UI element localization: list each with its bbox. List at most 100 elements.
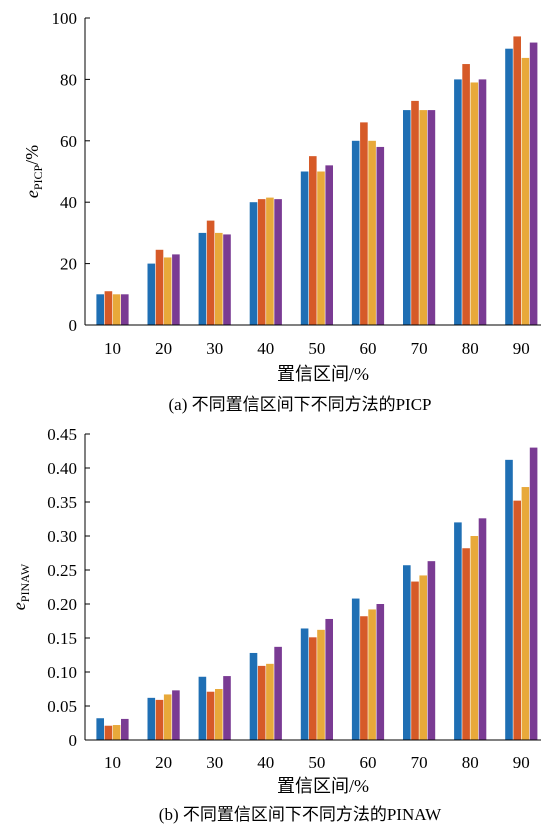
chart-a-y-ticks: 0 20 40 60 80 100: [52, 9, 90, 335]
chart-b: 0 0.05 0.10 0.15 0.20 0.25 0.30 0.35 0.40 0.45 10…: [9, 425, 541, 824]
bar: [325, 165, 333, 325]
bar: [427, 561, 436, 740]
bar: [478, 518, 487, 740]
bar: [215, 232, 223, 325]
x-tick-label: 50: [308, 753, 325, 772]
chart-b-y-axis-title-main: e: [9, 602, 29, 610]
bar: [317, 171, 325, 325]
chart-a-x-axis-title: 置信区间/%: [277, 364, 369, 384]
chart-b-y-axis-title: ePINAW: [9, 563, 32, 610]
x-tick-label: 40: [257, 339, 274, 358]
x-tick-label: 60: [360, 339, 377, 358]
bar: [513, 36, 521, 326]
bar: [427, 110, 436, 325]
bar: [529, 447, 538, 740]
bar: [309, 637, 317, 740]
x-tick-label: 20: [155, 753, 172, 772]
chart-b-bars: [96, 447, 538, 740]
chart-a-x-ticks: 10 20 30 40 50 60 70 80 90: [104, 339, 530, 358]
bar: [300, 628, 309, 740]
bar: [521, 487, 530, 740]
bar: [368, 609, 376, 740]
bar: [198, 232, 207, 325]
bar: [266, 197, 274, 325]
x-tick-label: 80: [462, 339, 479, 358]
y-tick-label: 0.40: [47, 459, 77, 478]
bar: [462, 64, 470, 326]
y-tick-label: 60: [60, 132, 77, 151]
bar: [411, 581, 419, 740]
bar: [317, 629, 325, 740]
bar: [351, 598, 360, 740]
bar: [376, 604, 385, 740]
bar: [403, 565, 411, 740]
x-tick-label: 50: [308, 339, 325, 358]
bar: [257, 199, 266, 325]
bar: [112, 294, 121, 325]
bar: [155, 249, 164, 325]
bar: [104, 291, 113, 325]
bar: [249, 652, 258, 740]
bar: [470, 82, 479, 325]
y-tick-label: 0.35: [47, 493, 77, 512]
y-tick-label: 0: [69, 731, 78, 750]
y-tick-label: 0.15: [47, 629, 77, 648]
x-tick-label: 60: [360, 753, 377, 772]
chart-b-caption: (b) 不同置信区间下不同方法的PINAW: [159, 805, 442, 824]
chart-a-bars: [96, 36, 538, 326]
bar: [104, 725, 113, 740]
y-tick-label: 100: [52, 9, 78, 28]
bar: [454, 522, 462, 740]
bar: [215, 689, 223, 740]
bar: [163, 694, 172, 740]
bar: [351, 140, 360, 325]
bar: [266, 663, 274, 740]
bar: [309, 156, 317, 325]
bar: [360, 616, 368, 740]
x-tick-label: 70: [411, 339, 428, 358]
x-tick-label: 10: [104, 753, 121, 772]
bar: [360, 122, 368, 325]
bar: [147, 697, 156, 740]
bar: [505, 459, 513, 740]
bar: [206, 220, 215, 325]
bar: [419, 110, 427, 325]
bar: [155, 699, 164, 740]
bar: [96, 294, 104, 325]
bar: [376, 146, 385, 325]
bar: [419, 575, 427, 740]
bar: [300, 171, 309, 325]
chart-a-y-axis-title: ePICP/%: [22, 145, 45, 198]
y-tick-label: 0.20: [47, 595, 77, 614]
x-tick-label: 40: [257, 753, 274, 772]
bar: [172, 690, 180, 740]
bar: [513, 500, 521, 740]
chart-b-y-axis-title-sub: PINAW: [18, 563, 32, 602]
bar: [206, 691, 215, 740]
y-tick-label: 20: [60, 255, 77, 274]
bar: [274, 199, 282, 325]
bar: [454, 79, 462, 326]
chart-a-y-axis-title-sub: PICP: [31, 165, 45, 191]
y-tick-label: 40: [60, 193, 77, 212]
bar: [223, 676, 231, 740]
bar: [505, 48, 513, 325]
bar: [121, 294, 129, 325]
chart-a-caption: (a) 不同置信区间下不同方法的PICP: [168, 395, 431, 414]
chart-b-y-ticks: 0 0.05 0.10 0.15 0.20 0.25 0.30 0.35 0.40 0.45: [47, 425, 90, 750]
bar: [470, 536, 479, 740]
x-tick-label: 90: [513, 753, 530, 772]
x-tick-label: 10: [104, 339, 121, 358]
chart-a-y-axis-title-suffix: /%: [22, 145, 42, 165]
bar: [223, 234, 231, 325]
bar: [529, 42, 538, 326]
y-tick-label: 0.05: [47, 697, 77, 716]
chart-a: 0 20 40 60 80 100 10 20 30 40 50 60 70 80 90 置信区间/% e…: [22, 9, 541, 414]
x-tick-label: 70: [411, 753, 428, 772]
bar: [403, 110, 411, 325]
bar: [325, 618, 333, 740]
chart-b-x-axis-title: 置信区间/%: [277, 776, 369, 796]
y-tick-label: 0.45: [47, 425, 77, 444]
x-tick-label: 20: [155, 339, 172, 358]
